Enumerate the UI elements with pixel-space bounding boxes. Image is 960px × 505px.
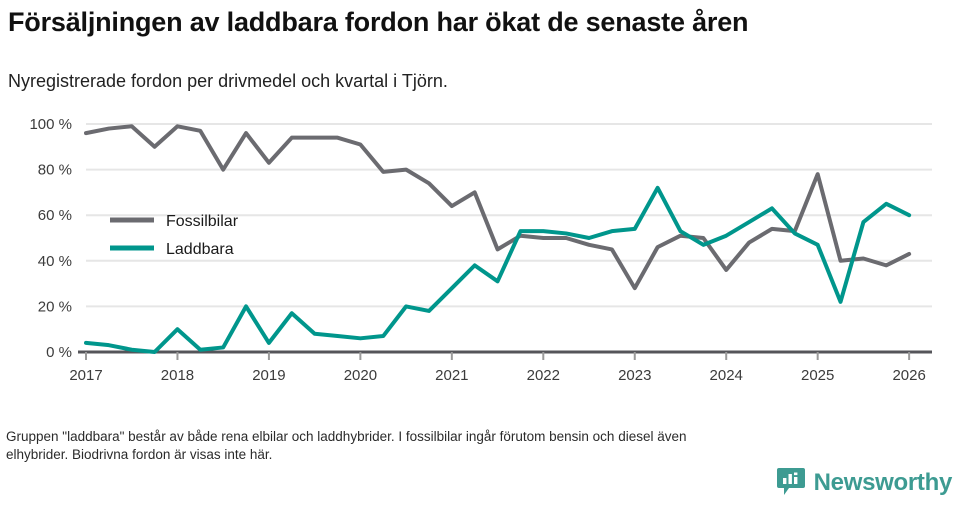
x-axis-tick-label: 2017: [69, 367, 102, 384]
y-axis-tick-label: 80 %: [38, 162, 72, 179]
y-axis-tick-label: 60 %: [38, 207, 72, 224]
x-axis-labels-group: 2017 2018 2019 2020 2021 2022 2023 2024 2025 2026: [69, 367, 926, 384]
chart-svg: 0 % 20 % 40 % 60 % 80 % 100 % 2017 2018 2019 202…: [29, 116, 932, 384]
x-axis-tick-label: 2026: [892, 367, 925, 384]
x-axis-tick-label: 2024: [710, 367, 743, 384]
newsworthy-bubble-icon: [776, 466, 806, 501]
line-chart: 0 % 20 % 40 % 60 % 80 % 100 % 2017 2018 2019 202…: [0, 110, 960, 400]
x-axis-tick-label: 2025: [801, 367, 834, 384]
newsworthy-logo: Newsworthy: [776, 466, 953, 501]
footnote-line-2: elhybrider. Biodrivna fordon är visas in…: [6, 446, 273, 462]
x-axis-tick-label: 2020: [344, 367, 377, 384]
x-axis-tick-label: 2023: [618, 367, 651, 384]
data-series-group: [84, 124, 912, 354]
y-axis-tick-label: 40 %: [38, 253, 72, 270]
page-title: Försäljningen av laddbara fordon har öka…: [8, 7, 749, 37]
chart-legend: Fossilbilar Laddbara: [110, 213, 239, 258]
series-line-laddbara: [84, 185, 912, 354]
footnote-line-1: Gruppen "laddbara" består av både rena e…: [6, 429, 687, 444]
x-axis-tick-label: 2022: [527, 367, 560, 384]
x-axis-ticks-group: [85, 352, 911, 360]
y-axis-tick-label: 20 %: [38, 298, 72, 315]
y-axis-tick-label: 100 %: [29, 116, 72, 133]
x-axis-tick-label: 2021: [435, 367, 468, 384]
legend-label: Laddbara: [166, 241, 234, 258]
chart-footnote: Gruppen "laddbara" består av både rena e…: [6, 428, 906, 463]
legend-label: Fossilbilar: [166, 213, 239, 230]
newsworthy-wordmark: Newsworthy: [813, 469, 953, 496]
series-line-fossilbilar: [84, 124, 912, 291]
x-axis-tick-label: 2018: [161, 367, 194, 384]
gridlines-group: [86, 123, 932, 308]
page-subtitle: Nyregistrerade fordon per drivmedel och …: [8, 71, 448, 91]
y-axis-tick-label: 0 %: [46, 344, 72, 361]
x-axis-tick-label: 2019: [252, 367, 285, 384]
y-axis-labels-group: 0 % 20 % 40 % 60 % 80 % 100 %: [29, 116, 72, 361]
